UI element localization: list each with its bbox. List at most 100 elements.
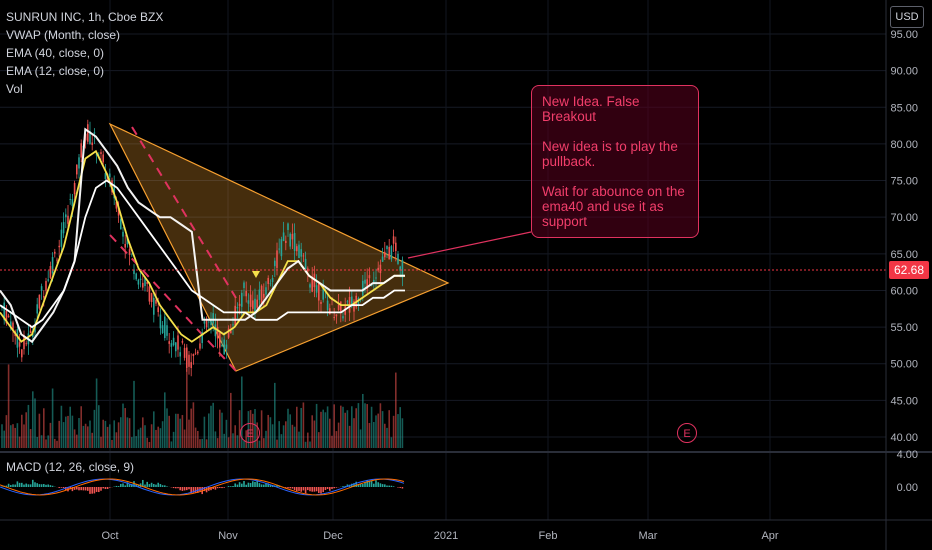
volume-bar — [49, 422, 52, 448]
macd-legend[interactable]: MACD (12, 26, close, 9) — [6, 460, 135, 474]
candle-body — [397, 253, 399, 264]
macd-histogram-bar — [300, 487, 302, 492]
volume-bar — [280, 434, 283, 448]
candle-body — [214, 324, 217, 337]
macd-histogram-bar — [318, 487, 320, 493]
candle-body — [159, 314, 162, 329]
currency-badge[interactable]: USD — [890, 6, 924, 28]
candle-body — [362, 280, 364, 296]
candle-body — [329, 308, 331, 315]
volume-bar — [168, 415, 170, 448]
macd-histogram-bar — [324, 487, 327, 491]
macd-histogram-bar — [7, 483, 10, 487]
indicator-line — [0, 127, 405, 344]
volume-bars — [1, 364, 404, 448]
volume-bar — [278, 421, 280, 448]
macd-histogram-bar — [58, 487, 60, 488]
macd-histogram-bar — [159, 484, 162, 487]
volume-bar — [234, 425, 236, 448]
volume-bar — [238, 410, 241, 448]
symbol-title[interactable]: SUNRUN INC, 1h, Cboe BZX — [6, 10, 164, 24]
volume-bar — [45, 439, 47, 448]
macd-histogram-bar — [164, 485, 166, 487]
volume-bar — [71, 415, 74, 448]
volume-bar — [201, 438, 203, 448]
candle-body — [249, 294, 252, 307]
volume-bar — [153, 411, 155, 448]
macd-histogram-bar — [399, 487, 401, 488]
volume-bar — [342, 406, 344, 448]
candle-body — [401, 259, 404, 278]
volume-bar — [40, 435, 43, 448]
indicator-lines — [0, 127, 405, 344]
candle-body — [190, 362, 192, 368]
candle-body — [377, 267, 379, 271]
time-axis[interactable]: Oct Nov Dec 2021 Feb Mar Apr — [101, 530, 778, 542]
macd-histogram-bar — [137, 484, 140, 487]
volume-bar — [243, 441, 245, 448]
earnings-marker-icon[interactable]: E — [677, 423, 697, 443]
volume-bar — [276, 439, 278, 448]
volume-bar — [326, 406, 329, 448]
candle-body — [373, 279, 375, 283]
macd-histogram-bar — [333, 487, 335, 489]
macd-histogram-bar — [188, 487, 190, 490]
candle-body — [322, 287, 324, 300]
indicator-ema40[interactable]: EMA (40, close, 0) — [6, 46, 105, 60]
candle-body — [351, 296, 353, 307]
macd-histogram-bar — [128, 484, 131, 487]
volume-bar — [98, 405, 100, 448]
indicator-ema12[interactable]: EMA (12, close, 0) — [6, 64, 105, 78]
idea-note-callout[interactable]: New Idea. False Breakout New idea is to … — [531, 85, 699, 238]
macd-histogram-bar — [219, 487, 221, 488]
volume-bar — [58, 420, 60, 448]
volume-bar — [128, 418, 131, 448]
volume-bar — [144, 425, 146, 448]
candle-body — [282, 232, 285, 242]
candle-body — [278, 248, 280, 250]
candle-body — [256, 299, 258, 308]
indicator-volume[interactable]: Vol — [6, 82, 23, 96]
volume-bar — [157, 426, 159, 448]
candle-body — [357, 298, 360, 306]
indicator-vwap[interactable]: VWAP (Month, close) — [6, 28, 121, 42]
candle-body — [340, 301, 342, 313]
macd-histogram-bar — [69, 487, 71, 490]
macd-histogram-bar — [89, 487, 91, 494]
candle-body — [337, 304, 340, 310]
candle-body — [133, 269, 135, 274]
candle-body — [296, 246, 298, 252]
macd-histogram-bar — [166, 486, 168, 487]
candle-body — [3, 302, 5, 321]
candle-body — [395, 242, 397, 252]
candle-body — [179, 352, 181, 357]
macd-histogram-bar — [322, 487, 324, 493]
candle-body — [287, 223, 289, 230]
earnings-marker-icon[interactable]: E — [240, 423, 260, 443]
candle-body — [304, 258, 307, 270]
volume-bar — [117, 422, 120, 448]
macd-tick-label: 0.00 — [897, 482, 918, 494]
candle-body — [49, 266, 52, 278]
volume-bar — [18, 436, 21, 448]
volume-bar — [3, 430, 5, 448]
volume-bar — [320, 411, 322, 448]
price-axis[interactable]: 95.00 90.00 85.00 80.00 75.00 70.00 65.00 60.00… — [890, 29, 918, 494]
candle-body — [230, 330, 232, 334]
macd-histogram-bar — [179, 487, 181, 491]
candle-body — [135, 273, 137, 280]
candle-body — [56, 259, 58, 261]
volume-bar — [210, 405, 212, 448]
candle-body — [21, 349, 23, 358]
volume-bar — [311, 415, 313, 448]
macd-histogram-bar — [362, 484, 364, 487]
volume-bar — [34, 398, 36, 448]
volume-bar — [293, 426, 296, 448]
macd-histogram-bar — [375, 480, 377, 487]
macd-histogram-bar — [172, 487, 175, 489]
volume-bar — [197, 430, 199, 448]
volume-bar — [47, 435, 49, 448]
volume-bar — [241, 376, 243, 448]
macd-histogram-bar — [120, 483, 122, 487]
